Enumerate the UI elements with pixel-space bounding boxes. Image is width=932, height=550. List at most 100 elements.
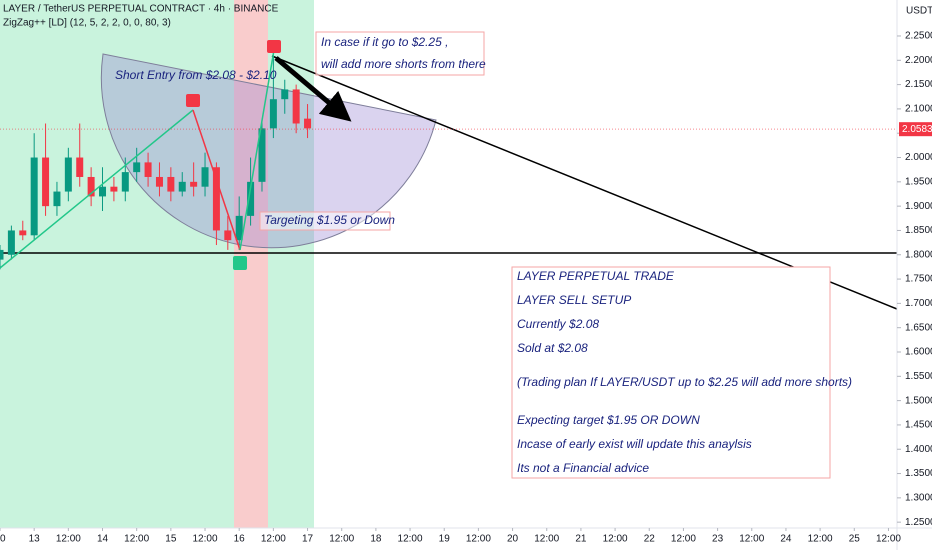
candle-body xyxy=(247,181,255,216)
x-tick-label: 25 xyxy=(849,534,861,545)
candle-body xyxy=(167,176,175,192)
annotation-box xyxy=(315,31,485,76)
x-tick-label: 12:00 xyxy=(261,534,286,545)
x-tick-label: 13 xyxy=(29,534,41,545)
candle-body xyxy=(64,157,72,192)
y-tick-label: 2.1000 xyxy=(905,104,932,115)
x-tick-label: 12:00 xyxy=(534,534,559,545)
green-zone xyxy=(0,0,234,528)
x-tick-label: 12:00 xyxy=(193,534,218,545)
arrow xyxy=(274,56,352,122)
candle-body xyxy=(76,157,84,177)
x-tick-label: 24 xyxy=(780,534,792,545)
x-tick-label: 12:00 xyxy=(671,534,696,545)
last-price-label: 2.0583 xyxy=(902,124,932,135)
candle-body xyxy=(99,186,107,197)
candle-body xyxy=(53,191,61,207)
x-tick-label: 12:00 xyxy=(876,534,901,545)
y-tick-label: 1.5500 xyxy=(905,371,932,382)
candle-body xyxy=(212,167,220,231)
x-tick-label: 00 xyxy=(0,534,6,545)
plan-line: Its not a Financial advice xyxy=(517,461,649,475)
semicircle-zone xyxy=(100,53,437,249)
y-tick-label: 1.7000 xyxy=(905,298,932,309)
indicator-label: ZigZag++ [LD] (12, 5, 2, 2, 0, 0, 80, 3) xyxy=(3,18,171,29)
y-tick-label: 1.3500 xyxy=(905,468,932,479)
candle-body xyxy=(110,186,118,192)
x-tick-label: 12:00 xyxy=(603,534,628,545)
candle-body xyxy=(19,230,27,236)
y-tick-label: 1.4500 xyxy=(905,420,932,431)
x-tick-label: 12:00 xyxy=(56,534,81,545)
annotation: Targeting $1.95 or Down xyxy=(264,213,395,227)
currency-label: USDT xyxy=(906,6,932,17)
y-tick-label: 2.1500 xyxy=(905,79,932,90)
x-tick-label: 12:00 xyxy=(739,534,764,545)
x-tick-label: 12:00 xyxy=(398,534,423,545)
plan-text: LAYER PERPETUAL TRADE LAYER SELL SETUP Cur… xyxy=(517,269,852,475)
y-tick-label: 1.4000 xyxy=(905,444,932,455)
x-tick-label: 12:00 xyxy=(466,534,491,545)
candle-body xyxy=(224,230,232,241)
plan-line: (Trading plan If LAYER/USDT up to $2.25 … xyxy=(517,375,852,389)
y-tick-label: 1.8000 xyxy=(905,249,932,260)
candle-body xyxy=(304,118,312,129)
x-tick-label: 18 xyxy=(370,534,382,545)
x-tick-label: 15 xyxy=(165,534,177,545)
x-tick-label: 23 xyxy=(712,534,724,545)
zigzag xyxy=(192,109,241,251)
plan-line: LAYER PERPETUAL TRADE xyxy=(517,269,675,283)
y-tick-label: 1.3000 xyxy=(905,492,932,503)
candle-body xyxy=(235,215,243,241)
candle-body xyxy=(87,176,95,197)
x-tick-label: 19 xyxy=(439,534,451,545)
candle-body xyxy=(258,128,266,182)
candle-body xyxy=(269,99,277,129)
y-tick-label: 1.5000 xyxy=(905,395,932,406)
last-price-tag xyxy=(899,122,932,137)
plan-line: Currently $2.08 xyxy=(517,317,599,331)
x-tick-label: 20 xyxy=(507,534,519,545)
y-tick-label: 2.2000 xyxy=(905,55,932,66)
annotation: Short Entry from $2.08 - $2.10 xyxy=(115,68,277,82)
chart-title: LAYER / TetherUS PERPETUAL CONTRACT · 4h… xyxy=(3,4,279,15)
annotation-box xyxy=(259,211,391,231)
candle-body xyxy=(190,181,198,187)
candle-body xyxy=(121,172,129,192)
x-tick-label: 14 xyxy=(97,534,109,545)
candle-body xyxy=(30,157,38,236)
y-tick-label: 1.7500 xyxy=(905,274,932,285)
x-tick-label: 12:00 xyxy=(124,534,149,545)
x-tick-label: 22 xyxy=(644,534,656,545)
candle-body xyxy=(42,157,50,207)
zigzag xyxy=(239,49,275,251)
candle-body xyxy=(144,162,152,177)
x-tick-label: 12:00 xyxy=(329,534,354,545)
zigzag-marker xyxy=(233,256,247,270)
plan-line: Sold at $2.08 xyxy=(517,341,588,355)
zigzag-marker xyxy=(186,94,200,107)
candle-body xyxy=(201,167,209,187)
x-tick-label: 17 xyxy=(302,534,314,545)
x-tick-label: 16 xyxy=(234,534,246,545)
x-tick-label: 12:00 xyxy=(808,534,833,545)
zigzag xyxy=(0,109,194,269)
plan-line: Expecting target $1.95 OR DOWN xyxy=(517,413,700,427)
y-tick-label: 1.6000 xyxy=(905,347,932,358)
candle-body xyxy=(133,162,141,173)
y-tick-label: 1.9000 xyxy=(905,201,932,212)
plan-box xyxy=(511,266,831,479)
plan-line: Incase of early exist will update this a… xyxy=(517,437,752,451)
y-tick-label: 1.6500 xyxy=(905,322,932,333)
candle-body xyxy=(281,89,289,100)
candle-body xyxy=(292,89,300,124)
zigzag-marker xyxy=(267,40,281,53)
annotation: will add more shorts from there xyxy=(321,57,486,71)
plan-line: LAYER SELL SETUP xyxy=(517,293,631,307)
y-tick-label: 1.8500 xyxy=(905,225,932,236)
candle-body xyxy=(0,249,4,260)
candle-body xyxy=(155,176,163,187)
